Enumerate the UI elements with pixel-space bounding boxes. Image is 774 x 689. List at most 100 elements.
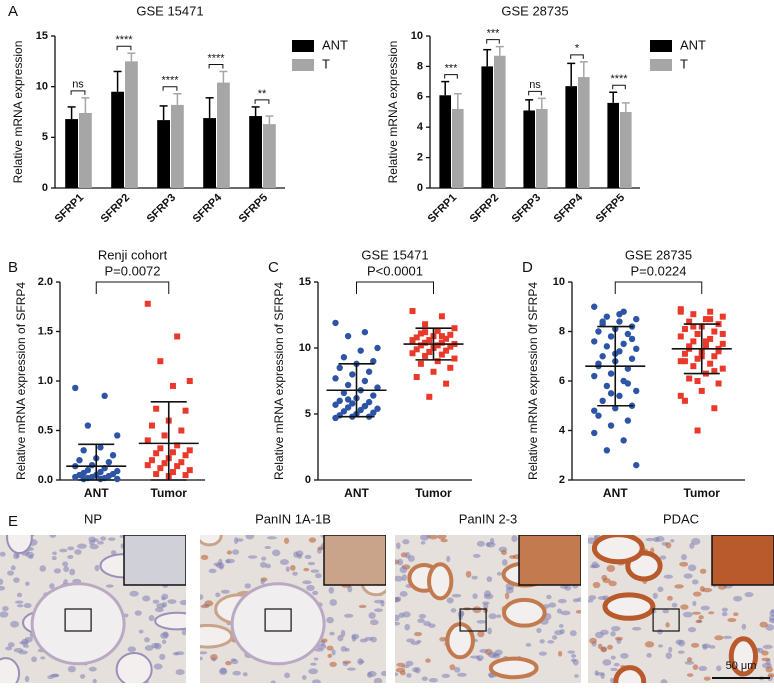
- data-point: [349, 371, 356, 378]
- cell: [264, 545, 272, 550]
- cell: [698, 615, 704, 620]
- cell: [509, 555, 516, 559]
- data-point: [681, 358, 688, 365]
- data-point: [340, 389, 348, 397]
- significance-label: **: [258, 88, 267, 100]
- data-point: [422, 339, 429, 346]
- data-point: [616, 318, 623, 325]
- cell: [496, 571, 502, 576]
- y-tick-label: 8: [559, 325, 565, 337]
- significance-label: ***: [487, 28, 501, 40]
- cell: [485, 541, 496, 548]
- legend-swatch: [292, 59, 314, 71]
- cell: [487, 627, 492, 635]
- y-tick-label: 10: [36, 81, 48, 93]
- data-point: [694, 330, 701, 337]
- cell: [396, 662, 406, 667]
- cell: [358, 604, 367, 609]
- cell: [592, 581, 601, 589]
- cell: [613, 662, 620, 667]
- cell: [265, 563, 271, 569]
- cell: [674, 584, 684, 589]
- lumen: [591, 535, 645, 565]
- cell: [395, 575, 404, 582]
- p-bracket: [356, 281, 434, 294]
- data-point: [409, 337, 416, 344]
- x-tick-label: SFRP2: [468, 192, 502, 226]
- cell: [690, 642, 700, 648]
- data-point: [413, 374, 420, 381]
- cell: [17, 604, 24, 608]
- cell: [7, 570, 15, 576]
- cell: [0, 551, 6, 557]
- cell: [574, 674, 579, 678]
- significance-label: ****: [610, 73, 628, 85]
- cell: [472, 606, 482, 614]
- cell: [686, 673, 694, 677]
- cell: [22, 644, 30, 648]
- cell: [511, 535, 518, 543]
- cell: [472, 593, 478, 599]
- cell: [557, 598, 567, 604]
- x-tick-label: SFRP2: [99, 192, 133, 226]
- duct: [30, 582, 126, 666]
- cell: [364, 636, 374, 641]
- inset-source: [652, 608, 680, 632]
- data-point: [161, 432, 168, 439]
- y-tick-label: 1.5: [38, 325, 53, 337]
- data-point: [694, 355, 701, 362]
- cell: [420, 541, 426, 545]
- data-point: [616, 310, 623, 318]
- data-point: [88, 461, 96, 469]
- data-point: [340, 354, 348, 361]
- cell: [663, 574, 674, 579]
- data-point: [438, 313, 445, 320]
- cell: [687, 564, 697, 572]
- cell: [703, 676, 711, 681]
- data-point: [719, 313, 726, 320]
- data-point: [599, 353, 606, 360]
- cell: [483, 602, 489, 609]
- cell: [226, 550, 232, 555]
- cell: [620, 653, 629, 659]
- cell: [320, 638, 328, 643]
- cell: [665, 542, 672, 549]
- cell: [769, 610, 774, 617]
- y-tick-label: 10: [553, 276, 565, 288]
- data-point: [344, 404, 352, 411]
- legend-label: T: [680, 56, 688, 71]
- cell: [219, 667, 227, 674]
- data-point: [633, 387, 640, 395]
- lumen: [154, 611, 186, 631]
- legend-swatch: [650, 40, 672, 52]
- lumen: [602, 592, 656, 621]
- significance-bracket: [116, 45, 132, 51]
- cell: [501, 550, 507, 556]
- data-point: [413, 334, 420, 341]
- chart-title: GSE 28735: [625, 247, 692, 262]
- cell: [156, 603, 166, 609]
- lumen: [115, 652, 153, 683]
- cell: [316, 644, 327, 650]
- data-point: [434, 327, 441, 334]
- y-tick-label: 10: [299, 342, 311, 354]
- cell: [308, 668, 319, 675]
- x-tick-label: SFRP1: [53, 192, 87, 226]
- cell: [761, 650, 769, 656]
- cell: [89, 543, 99, 550]
- y-tick-label: 2.0: [38, 276, 53, 288]
- cell: [142, 595, 151, 602]
- cell: [225, 558, 235, 564]
- data-point: [694, 427, 701, 434]
- cell: [686, 657, 693, 662]
- cell: [260, 578, 265, 585]
- cell: [691, 579, 699, 585]
- data-point: [686, 375, 693, 382]
- lumen: [728, 636, 759, 677]
- panel-letter: D: [522, 259, 533, 276]
- data-point: [186, 467, 193, 474]
- cell: [491, 653, 501, 659]
- cell: [310, 662, 317, 666]
- data-point: [80, 447, 87, 454]
- image-label: PDAC: [663, 511, 699, 526]
